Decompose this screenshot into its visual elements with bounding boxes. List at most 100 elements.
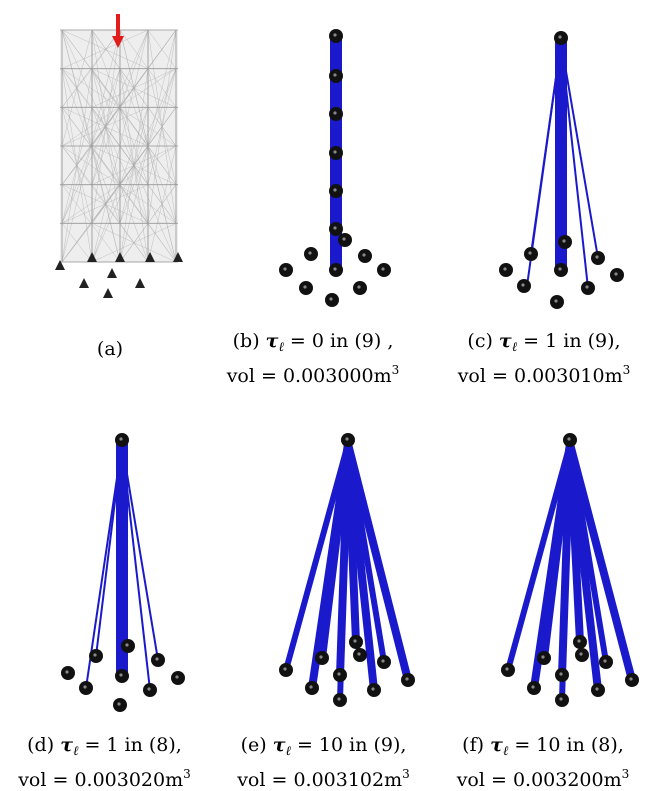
support-icon: [115, 252, 125, 262]
node-icon: [501, 663, 515, 677]
node-highlight: [337, 697, 341, 701]
caption-d-vol-value: 0.003020: [74, 769, 166, 791]
node-icon: [329, 263, 343, 277]
node-icon: [79, 681, 93, 695]
caption-b-label: (b): [232, 330, 260, 352]
caption-b-exp: 3: [391, 363, 400, 377]
node-icon: [554, 31, 568, 45]
node-icon: [517, 279, 531, 293]
support-icon: [55, 260, 65, 270]
caption-f-exp: 3: [621, 767, 630, 781]
node-icon: [329, 107, 343, 121]
node-icon: [329, 29, 343, 43]
caption-f-vol-label: vol =: [456, 769, 513, 791]
node-icon: [341, 433, 355, 447]
node-icon: [353, 281, 367, 295]
caption-d-sub: ℓ: [72, 744, 79, 759]
caption-e-tau: τ: [272, 734, 286, 756]
caption-c-tau: τ: [498, 330, 512, 352]
ground-structure-bar: [91, 145, 177, 185]
node-highlight: [554, 299, 558, 303]
node-icon: [377, 655, 391, 669]
node-highlight: [405, 677, 409, 681]
node-icon: [121, 639, 135, 653]
node-highlight: [505, 667, 509, 671]
panel-a-figure: [0, 0, 215, 310]
node-icon: [329, 222, 343, 236]
node-icon: [599, 655, 613, 669]
caption-e-sub: ℓ: [285, 744, 291, 759]
ground-structure-bar: [61, 223, 93, 263]
caption-b-rest: = 0 in (9) ,: [283, 330, 394, 352]
caption-d-tau: τ: [60, 734, 73, 756]
truss-bar: [318, 443, 352, 659]
node-icon: [279, 263, 293, 277]
caption-e-exp: 3: [402, 767, 410, 781]
caption-c-sub: ℓ: [511, 340, 518, 355]
caption-c-vol-label: vol =: [457, 365, 514, 387]
node-icon: [499, 263, 513, 277]
node-highlight: [577, 639, 581, 643]
caption-f-sub: ℓ: [502, 744, 509, 759]
node-icon: [333, 668, 347, 682]
node-icon: [554, 263, 568, 277]
caption-b-sub: ℓ: [278, 340, 284, 355]
node-icon: [338, 233, 352, 247]
support-icon: [103, 288, 113, 298]
node-highlight: [303, 285, 307, 289]
caption-b-tau: τ: [265, 330, 279, 352]
node-highlight: [342, 237, 346, 241]
node-icon: [401, 673, 415, 687]
truss-bar: [283, 443, 351, 671]
node-highlight: [333, 33, 337, 37]
ground-structure-bar: [91, 223, 177, 263]
node-highlight: [65, 670, 69, 674]
caption-d-vol-label: vol =: [18, 769, 75, 791]
node-icon: [550, 295, 564, 309]
node-highlight: [614, 272, 618, 276]
node-icon: [329, 146, 343, 160]
node-highlight: [93, 653, 97, 657]
node-highlight: [541, 655, 545, 659]
node-icon: [625, 673, 639, 687]
node-highlight: [308, 251, 312, 255]
node-highlight: [309, 685, 313, 689]
truss-bar: [121, 443, 159, 661]
truss-bar: [505, 443, 573, 671]
truss-bar: [566, 443, 584, 643]
node-icon: [555, 693, 569, 707]
node-highlight: [333, 188, 337, 192]
caption-b-vol-label: vol =: [226, 365, 283, 387]
node-icon: [349, 635, 363, 649]
ground-structure-bar: [61, 29, 149, 69]
node-highlight: [357, 652, 361, 656]
caption-e-unit: m: [384, 769, 403, 791]
node-icon: [610, 268, 624, 282]
node-highlight: [119, 437, 123, 441]
caption-b-unit: m: [373, 365, 392, 387]
caption-f-label: (f): [462, 734, 485, 756]
node-icon: [151, 653, 165, 667]
node-highlight: [585, 285, 589, 289]
node-highlight: [319, 655, 323, 659]
support-icon: [135, 278, 145, 288]
node-highlight: [117, 702, 121, 706]
node-highlight: [333, 226, 337, 230]
truss-bar: [560, 41, 599, 259]
caption-d-label: (d): [27, 734, 55, 756]
caption-c: (c) τℓ = 1 in (9), vol = 0.003010m3: [444, 330, 644, 387]
node-highlight: [329, 297, 333, 301]
truss-bar: [85, 443, 123, 689]
node-highlight: [83, 685, 87, 689]
truss-bar: [344, 443, 360, 643]
node-icon: [329, 184, 343, 198]
caption-e-rest: = 10 in (9),: [290, 734, 407, 756]
node-icon: [563, 433, 577, 447]
truss-bar: [345, 443, 387, 663]
node-highlight: [333, 111, 337, 115]
caption-e: (e) τℓ = 10 in (9), vol = 0.003102m3: [216, 734, 431, 791]
ground-structure-bar: [91, 68, 177, 108]
node-icon: [524, 247, 538, 261]
node-highlight: [155, 657, 159, 661]
node-highlight: [559, 697, 563, 701]
